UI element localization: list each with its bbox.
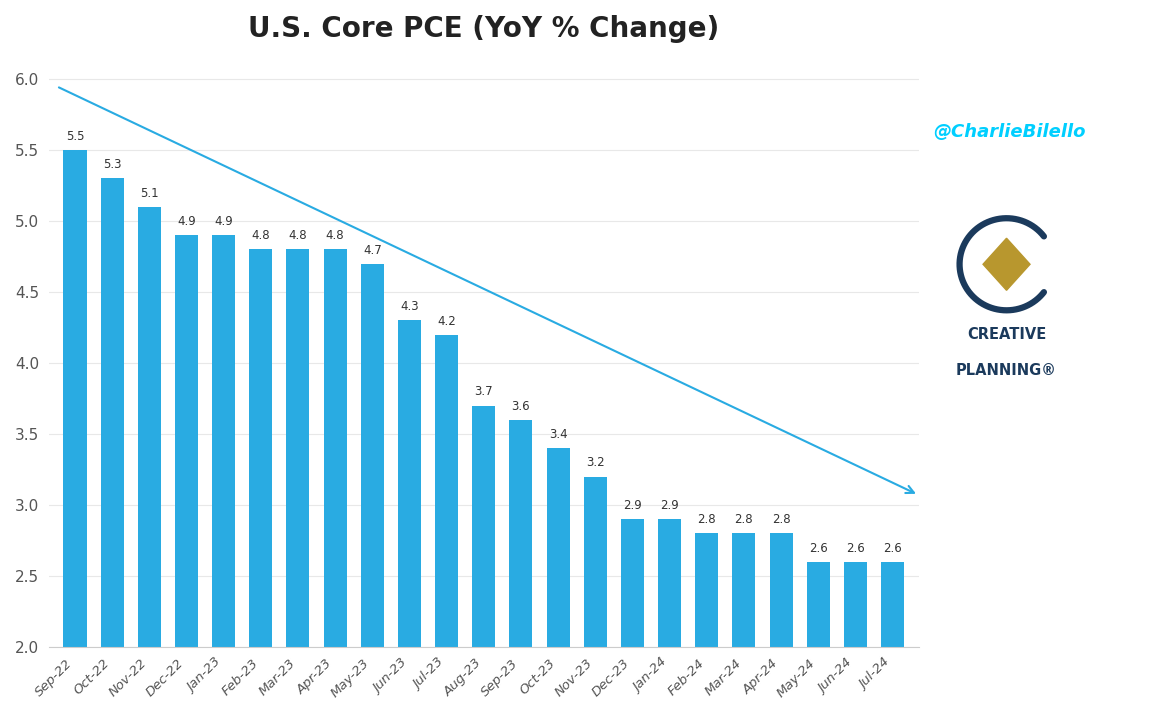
Text: 4.8: 4.8	[288, 230, 307, 242]
Text: 2.6: 2.6	[809, 542, 827, 555]
Text: 4.2: 4.2	[438, 315, 456, 327]
Text: 4.9: 4.9	[177, 215, 196, 228]
Text: 4.7: 4.7	[363, 244, 382, 257]
Text: 3.2: 3.2	[586, 456, 605, 470]
Text: PLANNING®: PLANNING®	[956, 363, 1057, 378]
Bar	[398, 320, 421, 647]
Bar	[323, 250, 347, 647]
Text: 4.3: 4.3	[400, 300, 419, 313]
Bar	[696, 533, 718, 647]
Bar	[844, 562, 867, 647]
Bar	[250, 250, 272, 647]
Title: U.S. Core PCE (YoY % Change): U.S. Core PCE (YoY % Change)	[249, 15, 719, 43]
Text: 2.9: 2.9	[623, 499, 642, 512]
Text: 4.8: 4.8	[252, 230, 270, 242]
Text: 2.8: 2.8	[734, 513, 753, 526]
Text: CREATIVE: CREATIVE	[967, 327, 1046, 342]
Text: 2.9: 2.9	[661, 499, 679, 512]
Text: 2.6: 2.6	[846, 542, 865, 555]
Bar	[881, 562, 904, 647]
Bar	[473, 405, 495, 647]
Text: 4.8: 4.8	[326, 230, 344, 242]
Text: 5.3: 5.3	[103, 159, 121, 172]
Bar	[138, 207, 161, 647]
Bar	[63, 150, 86, 647]
Text: 2.6: 2.6	[883, 542, 902, 555]
Text: 2.8: 2.8	[771, 513, 790, 526]
Bar	[733, 533, 755, 647]
Text: 5.1: 5.1	[140, 187, 159, 199]
Bar	[212, 235, 236, 647]
Bar	[658, 519, 682, 647]
Bar	[546, 448, 569, 647]
Text: 3.4: 3.4	[548, 428, 567, 441]
Bar	[286, 250, 309, 647]
Bar	[806, 562, 830, 647]
Bar	[435, 335, 459, 647]
Bar	[510, 420, 532, 647]
Bar	[175, 235, 198, 647]
Polygon shape	[983, 238, 1030, 290]
Text: @CharlieBilello: @CharlieBilello	[934, 123, 1085, 142]
Bar	[584, 477, 607, 647]
Bar	[361, 264, 384, 647]
Bar	[621, 519, 644, 647]
Text: 5.5: 5.5	[65, 130, 84, 143]
Text: 2.8: 2.8	[698, 513, 717, 526]
Text: 4.9: 4.9	[215, 215, 233, 228]
Text: 3.7: 3.7	[475, 385, 494, 398]
Text: 3.6: 3.6	[511, 400, 530, 413]
Bar	[100, 179, 124, 647]
Bar	[769, 533, 792, 647]
